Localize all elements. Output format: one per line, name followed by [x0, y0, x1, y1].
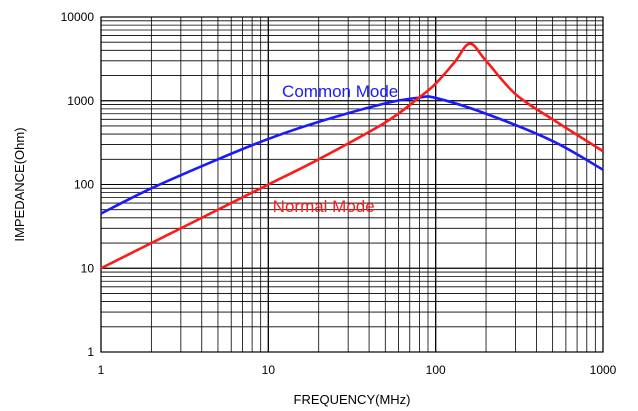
y-tick-label: 100	[74, 178, 94, 192]
x-axis-title: FREQUENCY(MHz)	[294, 392, 411, 407]
plot-frame	[100, 16, 604, 353]
normal-mode-line	[100, 42, 604, 270]
series-group: Common Mode Normal Mode	[100, 42, 604, 270]
x-tick-label: 1	[98, 363, 105, 377]
y-tick-label: 10	[81, 261, 95, 275]
common-mode-line	[100, 95, 604, 215]
common-mode-label: Common Mode	[282, 82, 398, 101]
grid	[100, 16, 604, 353]
x-tick-label: 10	[262, 363, 276, 377]
y-tick-label: 1000	[67, 94, 94, 108]
y-axis-title: IMPEDANCE(Ohm)	[12, 127, 27, 241]
y-tick-label: 1	[87, 345, 94, 359]
x-axis-ticks: 1 10 100 1000	[98, 363, 617, 377]
y-tick-label: 10000	[61, 10, 95, 24]
x-tick-label: 100	[426, 363, 446, 377]
y-axis-ticks: 1 10 100 1000 10000	[61, 10, 95, 359]
x-tick-label: 1000	[590, 363, 617, 377]
normal-mode-label: Normal Mode	[273, 197, 375, 216]
